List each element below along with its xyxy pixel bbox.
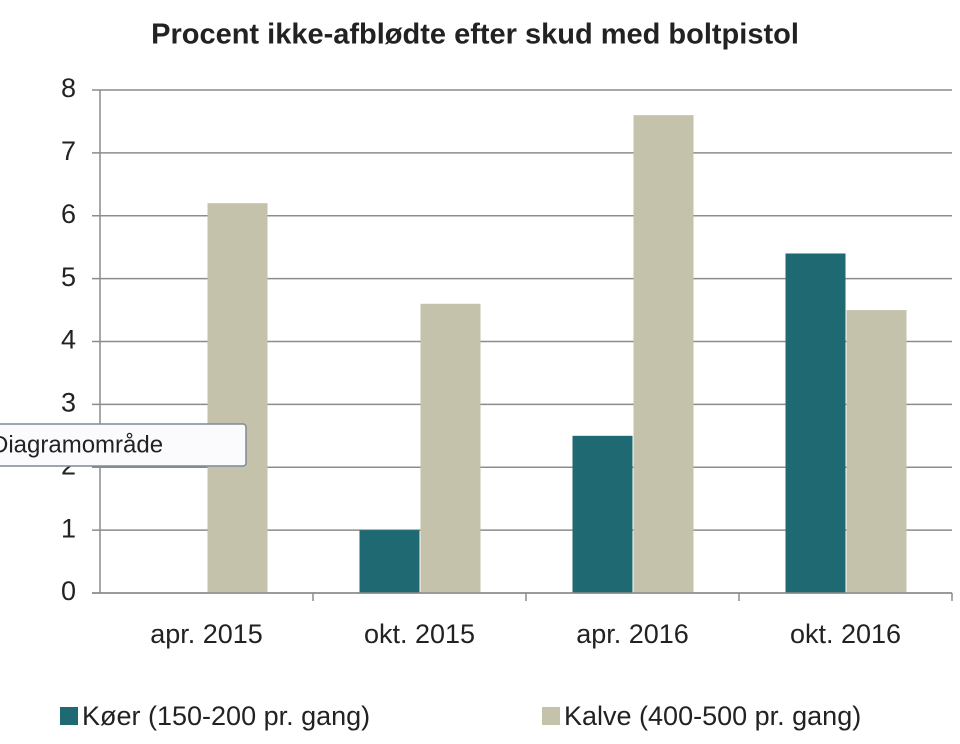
- y-tick-label: 4: [61, 325, 76, 355]
- bar: [207, 203, 268, 594]
- y-tick-label: 8: [61, 73, 76, 103]
- bar: [846, 310, 907, 593]
- bar: [420, 303, 481, 593]
- bar: [785, 253, 846, 593]
- y-tick-label: 1: [61, 513, 76, 543]
- x-tick-label: apr. 2015: [150, 619, 263, 649]
- legend-label: Køer (150-200 pr. gang): [82, 701, 370, 731]
- y-tick-label: 6: [61, 199, 76, 229]
- legend-swatch: [60, 707, 78, 725]
- tooltip-box: [0, 423, 247, 467]
- y-tick-label: 7: [61, 136, 76, 166]
- chart-title: Procent ikke-afblødte efter skud med bol…: [151, 19, 799, 51]
- bar: [359, 530, 420, 593]
- x-tick-label: okt. 2016: [790, 619, 901, 649]
- bar: [633, 115, 694, 594]
- y-tick-label: 3: [61, 388, 76, 418]
- tooltip-text: Diagramområde: [0, 431, 163, 458]
- bar: [572, 435, 633, 593]
- x-tick-label: okt. 2015: [364, 619, 475, 649]
- y-tick-label: 0: [61, 576, 76, 606]
- y-tick-label: 5: [61, 262, 76, 292]
- legend-swatch: [542, 707, 560, 725]
- legend-label: Kalve (400-500 pr. gang): [564, 701, 861, 731]
- tooltip: Diagramområde: [0, 423, 247, 467]
- x-tick-label: apr. 2016: [576, 619, 689, 649]
